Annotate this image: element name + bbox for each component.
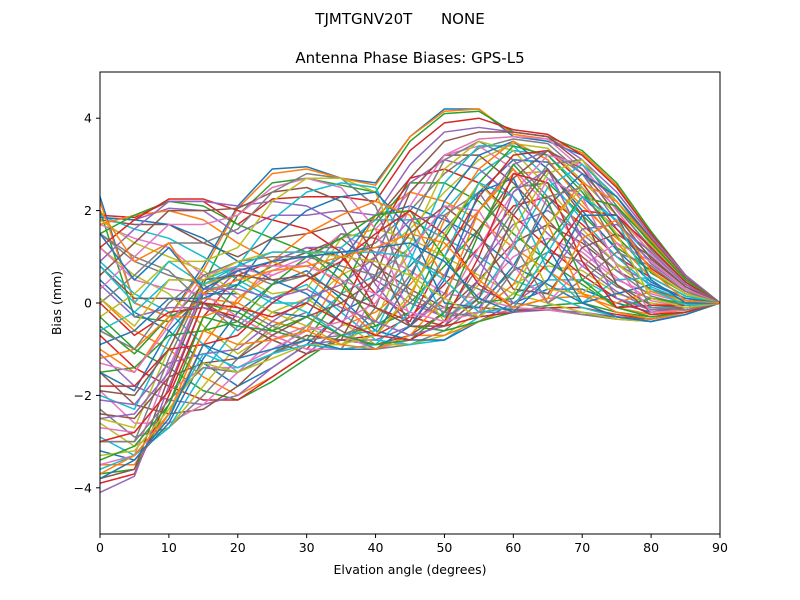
- y-tick-label: −4: [74, 480, 92, 495]
- y-tick-label: 4: [84, 111, 92, 126]
- series-line-az215: [100, 149, 720, 323]
- series-line-az350: [100, 214, 720, 313]
- series-line-az200: [100, 140, 720, 337]
- series-line-az250: [100, 172, 720, 346]
- series-line-az340: [100, 186, 720, 327]
- x-axis: 0 10 20 30 40 50 60 70 80 90: [96, 534, 728, 555]
- series-line-az355: [100, 210, 720, 309]
- x-tick-label: 60: [505, 540, 521, 555]
- series-line-az335: [100, 186, 720, 350]
- series-line-az170: [100, 159, 720, 355]
- x-tick-label: 0: [96, 540, 104, 555]
- series-line-az315: [100, 172, 720, 443]
- x-tick-label: 20: [230, 540, 246, 555]
- y-tick-label: 0: [84, 296, 92, 311]
- figure-suptitle: TJMTGNV20T NONE: [314, 10, 484, 28]
- series-line-az230: [100, 154, 720, 318]
- y-tick-label: −2: [74, 388, 92, 403]
- x-tick-label: 80: [643, 540, 659, 555]
- y-axis: −4 −2 0 2 4: [74, 111, 100, 495]
- x-tick-label: 40: [368, 540, 384, 555]
- x-tick-label: 90: [712, 540, 728, 555]
- series-line-az195: [100, 145, 720, 337]
- x-tick-label: 70: [574, 540, 590, 555]
- x-tick-label: 10: [161, 540, 177, 555]
- x-tick-label: 50: [436, 540, 452, 555]
- x-tick-label: 30: [299, 540, 315, 555]
- series-line-az055: [100, 170, 720, 397]
- chart-title: Antenna Phase Biases: GPS-L5: [295, 49, 524, 67]
- x-axis-label: Elvation angle (degrees): [333, 562, 486, 577]
- y-tick-label: 2: [84, 203, 92, 218]
- series-group: [100, 108, 720, 494]
- y-axis-label: Bias (mm): [49, 271, 64, 335]
